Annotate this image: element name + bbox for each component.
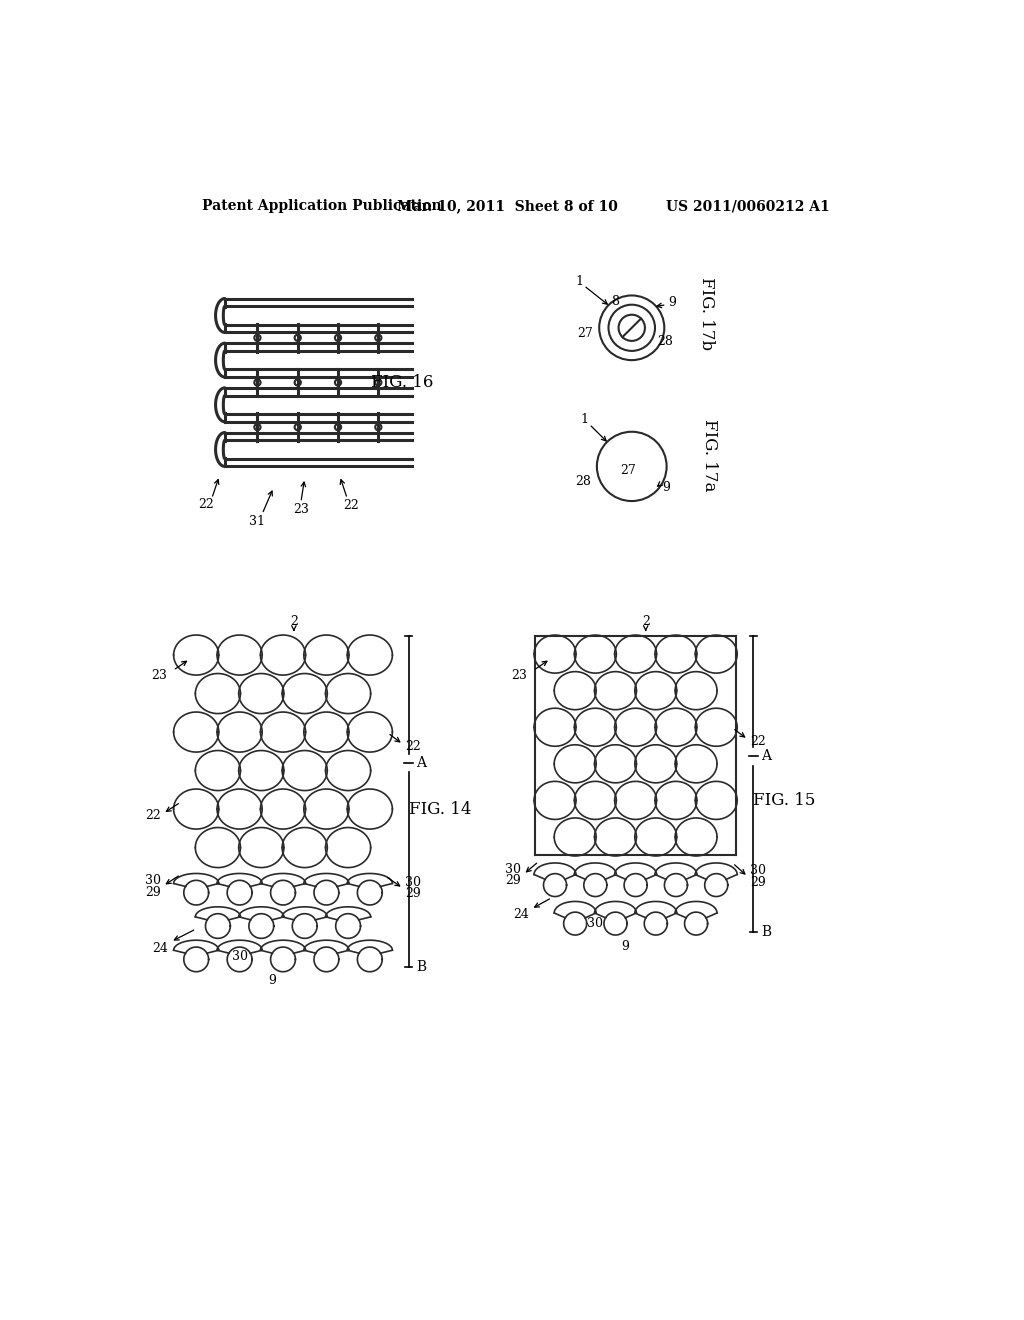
Text: Mar. 10, 2011  Sheet 8 of 10: Mar. 10, 2011 Sheet 8 of 10	[397, 199, 618, 213]
Text: 2: 2	[642, 615, 649, 628]
Text: 29: 29	[751, 875, 766, 888]
Text: US 2011/0060212 A1: US 2011/0060212 A1	[667, 199, 829, 213]
Text: 22: 22	[343, 499, 359, 512]
Text: 30: 30	[144, 874, 161, 887]
Text: 2: 2	[290, 615, 298, 628]
Text: 23: 23	[511, 669, 527, 682]
Text: FIG. 17b: FIG. 17b	[698, 277, 716, 351]
Text: 9: 9	[668, 296, 676, 309]
Text: 30: 30	[231, 950, 248, 964]
Text: 8: 8	[610, 296, 618, 308]
Text: FIG. 14: FIG. 14	[409, 800, 471, 817]
Text: A: A	[761, 750, 771, 763]
Text: Patent Application Publication: Patent Application Publication	[202, 199, 441, 213]
Text: B: B	[417, 960, 426, 974]
Text: 27: 27	[620, 463, 636, 477]
Text: 29: 29	[505, 874, 521, 887]
Text: 22: 22	[406, 741, 421, 754]
Text: 9: 9	[663, 482, 671, 495]
Text: 30: 30	[751, 865, 766, 878]
Text: 31: 31	[249, 515, 264, 528]
Text: 28: 28	[657, 335, 673, 348]
Text: 22: 22	[144, 809, 161, 822]
Text: 1: 1	[581, 413, 589, 426]
Text: 23: 23	[151, 669, 167, 682]
Text: 9: 9	[622, 940, 630, 953]
Text: 24: 24	[513, 908, 528, 921]
Text: 1: 1	[575, 275, 583, 288]
Text: A: A	[417, 756, 426, 770]
Text: 30: 30	[588, 916, 603, 929]
Text: 23: 23	[293, 503, 309, 516]
Text: 29: 29	[144, 886, 161, 899]
Text: FIG. 15: FIG. 15	[754, 792, 816, 809]
Text: FIG. 17a: FIG. 17a	[700, 418, 718, 491]
Text: 24: 24	[153, 942, 168, 956]
Text: 22: 22	[199, 499, 214, 511]
Text: FIG. 16: FIG. 16	[371, 374, 433, 391]
Text: 29: 29	[406, 887, 421, 900]
Text: 22: 22	[751, 735, 766, 748]
Text: 30: 30	[505, 862, 521, 875]
Text: 27: 27	[578, 327, 593, 341]
Text: 30: 30	[406, 875, 422, 888]
Text: B: B	[761, 925, 771, 940]
Text: 28: 28	[574, 475, 591, 488]
Text: 9: 9	[268, 974, 276, 987]
